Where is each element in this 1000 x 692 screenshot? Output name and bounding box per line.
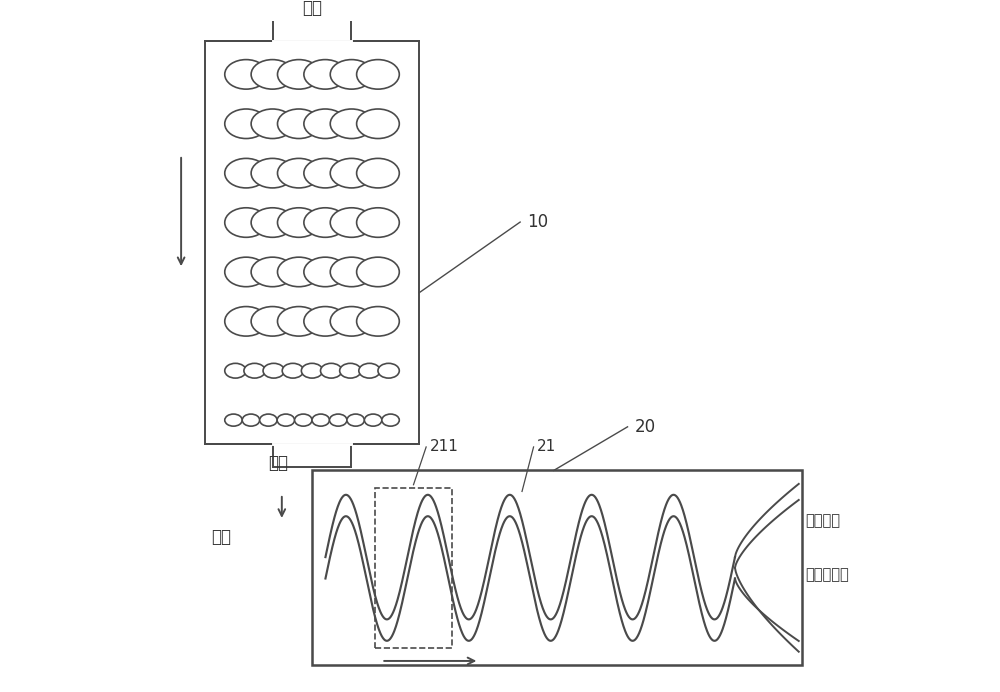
Ellipse shape (330, 257, 373, 286)
Ellipse shape (225, 109, 267, 138)
Ellipse shape (277, 109, 320, 138)
Ellipse shape (251, 307, 294, 336)
Ellipse shape (295, 414, 312, 426)
Ellipse shape (330, 109, 373, 138)
Ellipse shape (251, 158, 294, 188)
Ellipse shape (304, 158, 347, 188)
Ellipse shape (251, 257, 294, 286)
Ellipse shape (330, 158, 373, 188)
Ellipse shape (347, 414, 364, 426)
Ellipse shape (277, 60, 320, 89)
Ellipse shape (330, 307, 373, 336)
Ellipse shape (277, 307, 320, 336)
Ellipse shape (312, 414, 329, 426)
Text: 入口: 入口 (211, 527, 231, 545)
Ellipse shape (251, 109, 294, 138)
Ellipse shape (251, 60, 294, 89)
Ellipse shape (277, 257, 320, 286)
Bar (375, 488, 452, 648)
Ellipse shape (263, 363, 284, 378)
Ellipse shape (330, 208, 373, 237)
Ellipse shape (340, 363, 361, 378)
Ellipse shape (225, 363, 246, 378)
Bar (205, 41, 419, 444)
Ellipse shape (329, 414, 347, 426)
Ellipse shape (225, 60, 267, 89)
Ellipse shape (364, 414, 382, 426)
Ellipse shape (242, 414, 260, 426)
Ellipse shape (304, 109, 347, 138)
Ellipse shape (260, 414, 277, 426)
Ellipse shape (378, 363, 399, 378)
Ellipse shape (282, 363, 304, 378)
Text: 血细胞出口: 血细胞出口 (805, 567, 849, 582)
Ellipse shape (304, 208, 347, 237)
Ellipse shape (225, 307, 267, 336)
Ellipse shape (301, 363, 323, 378)
Bar (312, 471, 802, 665)
Ellipse shape (251, 208, 294, 237)
Ellipse shape (225, 158, 267, 188)
Ellipse shape (225, 257, 267, 286)
Ellipse shape (277, 208, 320, 237)
Text: 血浆出口: 血浆出口 (805, 513, 840, 528)
Text: 出口: 出口 (268, 454, 288, 472)
Ellipse shape (357, 307, 399, 336)
Ellipse shape (357, 158, 399, 188)
Ellipse shape (357, 109, 399, 138)
Text: 10: 10 (527, 213, 548, 231)
Ellipse shape (359, 363, 380, 378)
Ellipse shape (225, 414, 242, 426)
Ellipse shape (304, 60, 347, 89)
Ellipse shape (321, 363, 342, 378)
Ellipse shape (357, 60, 399, 89)
Ellipse shape (244, 363, 265, 378)
Text: 21: 21 (537, 439, 556, 455)
Text: 入口: 入口 (302, 0, 322, 17)
Ellipse shape (357, 208, 399, 237)
Text: 211: 211 (430, 439, 458, 455)
Ellipse shape (277, 414, 295, 426)
Ellipse shape (225, 208, 267, 237)
Ellipse shape (304, 307, 347, 336)
Ellipse shape (382, 414, 399, 426)
Ellipse shape (330, 60, 373, 89)
Ellipse shape (277, 158, 320, 188)
Ellipse shape (304, 257, 347, 286)
Text: 20: 20 (634, 418, 655, 436)
Ellipse shape (357, 257, 399, 286)
